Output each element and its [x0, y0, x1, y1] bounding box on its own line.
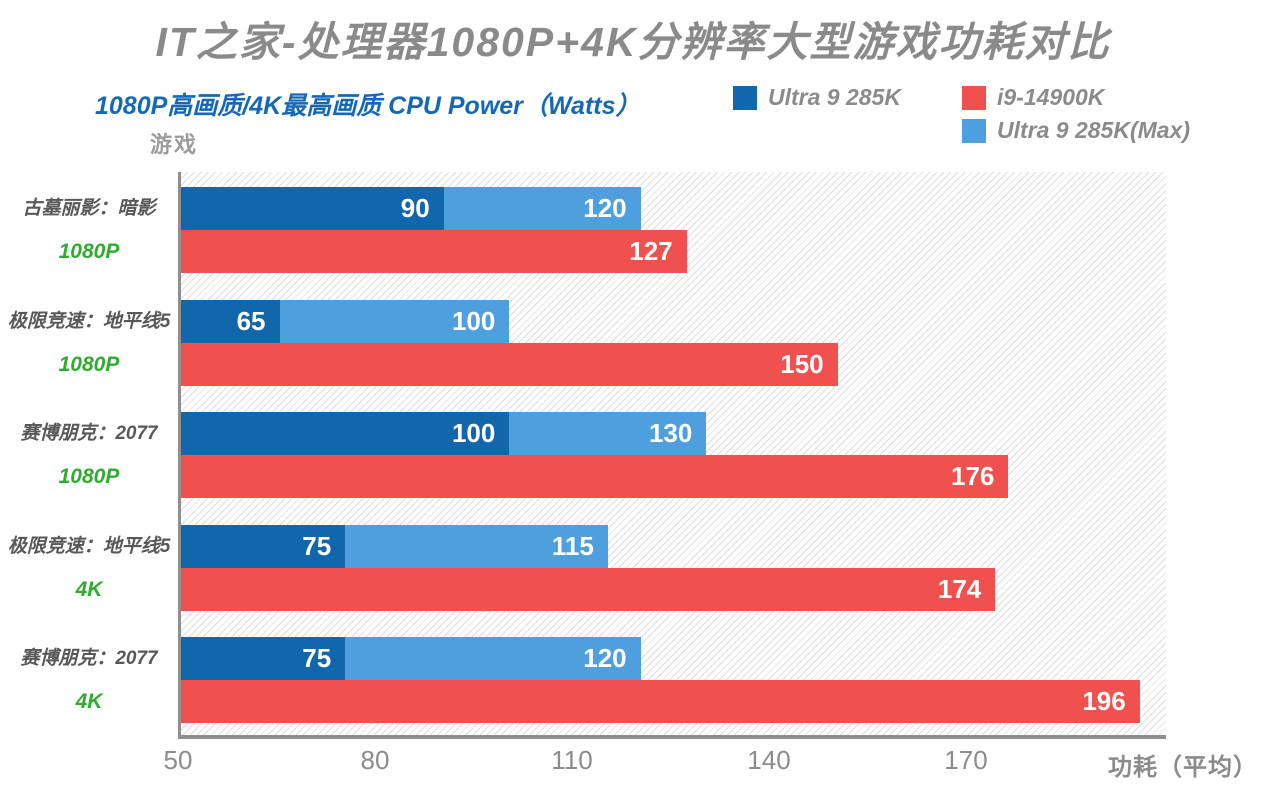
game-name: 赛博朋克：2077 [20, 648, 158, 669]
game-name: 赛博朋克：2077 [20, 423, 158, 444]
legend-item-ultra9-max: Ultra 9 285K(Max) [962, 117, 1190, 144]
bar-ultra9-max: 115 [345, 525, 608, 568]
game-name: 古墓丽影：暗影 [22, 198, 156, 219]
x-axis-tick-label: 170 [944, 745, 988, 775]
legend-swatch-red-icon [962, 85, 986, 110]
category-label: 赛博朋克：2077 4K [2, 637, 176, 723]
game-name: 极限竞速：地平线5 [7, 536, 171, 557]
bar-ultra9-max: 100 [279, 300, 510, 343]
resolution-label: 1080P [58, 353, 120, 376]
category-label: 极限竞速：地平线5 1080P [2, 300, 176, 386]
legend-item-ultra9: Ultra 9 285K [733, 84, 901, 111]
x-axis-title: 功耗（平均） [1108, 754, 1258, 781]
legend-swatch-darkblue-icon [733, 85, 757, 110]
bar-i9-14900k: 174 [181, 568, 996, 611]
legend-label: i9-14900K [997, 84, 1105, 110]
bar-i9-14900k: 150 [181, 343, 838, 386]
legend-swatch-lightblue-icon [962, 118, 986, 143]
chart-title: IT之家-处理器1080P+4K分辨率大型游戏功耗对比 [155, 19, 1111, 65]
legend-label: Ultra 9 285K(Max) [997, 117, 1191, 143]
bar-ultra9-avg: 90 [181, 187, 444, 230]
legend-item-i9: i9-14900K [962, 84, 1104, 111]
x-axis-tick-label: 80 [360, 745, 390, 775]
bar-i9-14900k: 127 [181, 230, 687, 273]
resolution-label: 1080P [58, 240, 120, 263]
bar-ultra9-avg: 75 [181, 637, 346, 680]
game-name: 极限竞速：地平线5 [7, 311, 171, 332]
bar-i9-14900k: 196 [181, 680, 1140, 723]
legend-label: Ultra 9 285K [768, 84, 901, 110]
y-axis-title: 游戏 [150, 132, 199, 157]
chart-subtitle: 1080P高画质/4K最高画质 CPU Power（Watts） [95, 92, 641, 120]
resolution-label: 4K [75, 690, 103, 713]
category-label: 极限竞速：地平线5 4K [2, 525, 176, 611]
category-label: 赛博朋克：2077 1080P [2, 412, 176, 498]
resolution-label: 4K [75, 578, 103, 601]
plot-area: 90 120 127 65 100 150 100 130 176 75 115 174 75 120 19… [178, 172, 1166, 739]
bar-ultra9-avg: 100 [181, 412, 510, 455]
bar-ultra9-max: 120 [345, 637, 641, 680]
bar-ultra9-max: 120 [443, 187, 641, 230]
bar-ultra9-avg: 65 [181, 300, 280, 343]
bar-i9-14900k: 176 [181, 455, 1009, 498]
resolution-label: 1080P [58, 465, 120, 488]
category-label: 古墓丽影：暗影 1080P [2, 187, 176, 273]
x-axis-tick-label: 140 [747, 745, 791, 775]
x-axis-tick-label: 110 [551, 745, 593, 775]
bar-ultra9-avg: 75 [181, 525, 346, 568]
x-axis-tick-label: 50 [163, 745, 193, 775]
bar-ultra9-max: 130 [509, 412, 707, 455]
